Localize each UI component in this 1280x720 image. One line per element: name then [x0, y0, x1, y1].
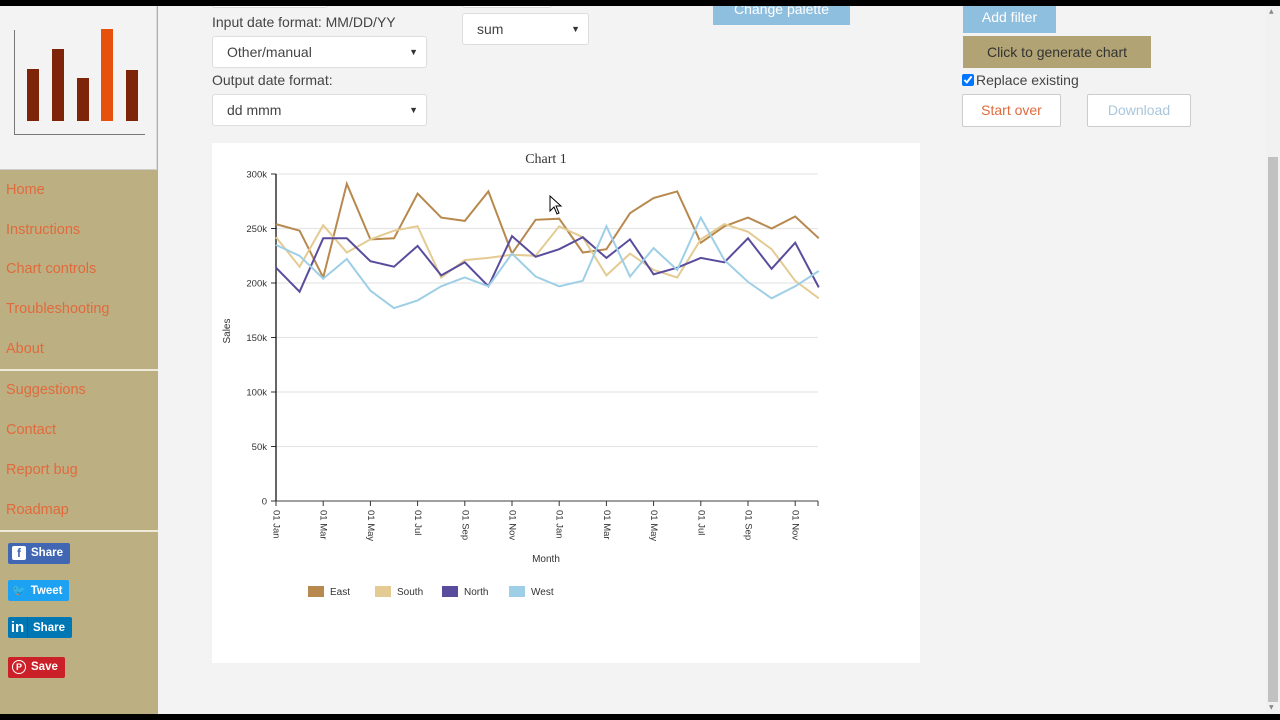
x-tick-label: 01 Nov: [506, 510, 517, 540]
legend-swatch-north[interactable]: [442, 586, 458, 597]
legend-swatch-west[interactable]: [509, 586, 525, 597]
legend-label[interactable]: North: [464, 587, 488, 598]
replace-existing-option[interactable]: Replace existing: [962, 72, 1079, 88]
logo-bar: [52, 49, 64, 121]
input-date-format-label: Input date format: MM/DD/YY: [212, 14, 396, 30]
y-tick-label: 250k: [246, 224, 267, 235]
output-date-format-label: Output date format:: [212, 72, 333, 88]
logo-bar: [27, 69, 39, 121]
facebook-icon: f: [12, 546, 26, 560]
linkedin-icon: in: [8, 617, 28, 638]
x-tick-label: 01 Jul: [412, 510, 423, 535]
mouse-cursor-icon: [549, 195, 563, 215]
y-tick-label: 100k: [246, 388, 267, 399]
x-tick-label: 01 Mar: [601, 510, 612, 540]
x-tick-label: 01 Jul: [695, 510, 706, 535]
legend-label[interactable]: East: [330, 587, 350, 598]
sidebar-item-instructions[interactable]: Instructions: [6, 221, 81, 238]
x-tick-label: 01 Jan: [554, 510, 565, 539]
series-line-east[interactable]: [275, 180, 820, 281]
sidebar-item-contact[interactable]: Contact: [6, 422, 56, 439]
chart-title: Chart 1: [525, 152, 567, 167]
chart-panel: Chart 1 0 50k 100k 150k 200k 250k 300k 01 Jan 01 …: [212, 143, 920, 663]
y-tick-label: 0: [262, 497, 267, 508]
logo-axis: [14, 30, 15, 135]
sidebar-item-roadmap[interactable]: Roadmap: [6, 501, 69, 518]
x-tick-label: 01 May: [648, 510, 659, 541]
sidebar-item-chart-controls[interactable]: Chart controls: [6, 261, 97, 278]
pinterest-icon: P: [12, 660, 26, 674]
sidebar-item-home[interactable]: Home: [6, 182, 45, 198]
legend-label[interactable]: South: [397, 587, 423, 598]
nav-divider: [0, 369, 158, 372]
logo-bar: [101, 29, 113, 121]
series-line-west[interactable]: [275, 215, 820, 310]
sidebar-nav: Home Instructions Chart controls Troublesho…: [0, 171, 158, 533]
x-axis-label: Month: [532, 554, 560, 565]
x-tick-label: 01 Sep: [742, 510, 753, 540]
start-over-button[interactable]: Start over: [962, 94, 1061, 127]
logo-bar: [126, 70, 138, 121]
line-chart[interactable]: Chart 1 0 50k 100k 150k 200k 250k 300k 01 Jan 01 …: [212, 143, 920, 663]
download-button[interactable]: Download: [1087, 94, 1191, 127]
twitter-tweet-button[interactable]: 🐦 Tweet: [8, 579, 70, 601]
twitter-icon: 🐦: [12, 585, 26, 597]
sidebar: Home Instructions Chart controls Troublesho…: [0, 6, 158, 714]
top-edge: [0, 0, 1280, 6]
chevron-down-icon: ▼: [571, 24, 580, 34]
x-tick-label: 01 Jan: [270, 510, 281, 539]
facebook-share-button[interactable]: f Share: [8, 542, 70, 564]
y-tick-label: 150k: [246, 333, 267, 344]
bottom-edge: [0, 714, 1280, 720]
chevron-down-icon: ▼: [409, 105, 418, 115]
logo-axis: [14, 134, 145, 135]
x-tick-label: 01 Mar: [318, 510, 329, 540]
legend-swatch-east[interactable]: [308, 586, 324, 597]
sidebar-item-report-bug[interactable]: Report bug: [6, 461, 78, 478]
chevron-down-icon: ▼: [409, 47, 418, 57]
scroll-down-icon[interactable]: ▼: [1269, 704, 1274, 711]
sidebar-item-troubleshooting[interactable]: Troubleshooting: [6, 301, 110, 318]
scroll-up-icon[interactable]: ▲: [1269, 8, 1274, 15]
series-line-south[interactable]: [275, 223, 820, 300]
sidebar-item-suggestions[interactable]: Suggestions: [6, 382, 86, 399]
x-tick-label: 01 Sep: [459, 510, 470, 540]
add-filter-button[interactable]: Add filter: [963, 2, 1056, 33]
x-tick-label: 01 May: [365, 510, 376, 541]
series-line-north[interactable]: [275, 234, 820, 294]
legend-swatch-south[interactable]: [375, 586, 391, 597]
legend-label[interactable]: West: [531, 587, 554, 598]
y-axis-label: Sales: [222, 318, 233, 343]
aggregate-select[interactable]: sum ▼: [462, 13, 589, 45]
linkedin-share-button[interactable]: in Share: [8, 617, 72, 638]
nav-divider: [0, 530, 158, 533]
replace-existing-checkbox[interactable]: [962, 74, 974, 86]
x-tick-label: 01 Nov: [790, 510, 801, 540]
logo[interactable]: [0, 6, 157, 170]
pinterest-save-button[interactable]: P Save: [8, 655, 65, 678]
logo-bar: [77, 78, 89, 121]
y-tick-label: 200k: [246, 279, 267, 290]
y-tick-label: 300k: [246, 170, 267, 181]
y-tick-label: 50k: [252, 442, 268, 453]
sidebar-item-about[interactable]: About: [6, 340, 44, 357]
scrollbar-thumb[interactable]: [1268, 157, 1278, 702]
output-date-format-select[interactable]: dd mmm ▼: [212, 94, 427, 126]
input-date-format-select[interactable]: Other/manual ▼: [212, 36, 427, 68]
generate-chart-button[interactable]: Click to generate chart: [963, 36, 1151, 68]
